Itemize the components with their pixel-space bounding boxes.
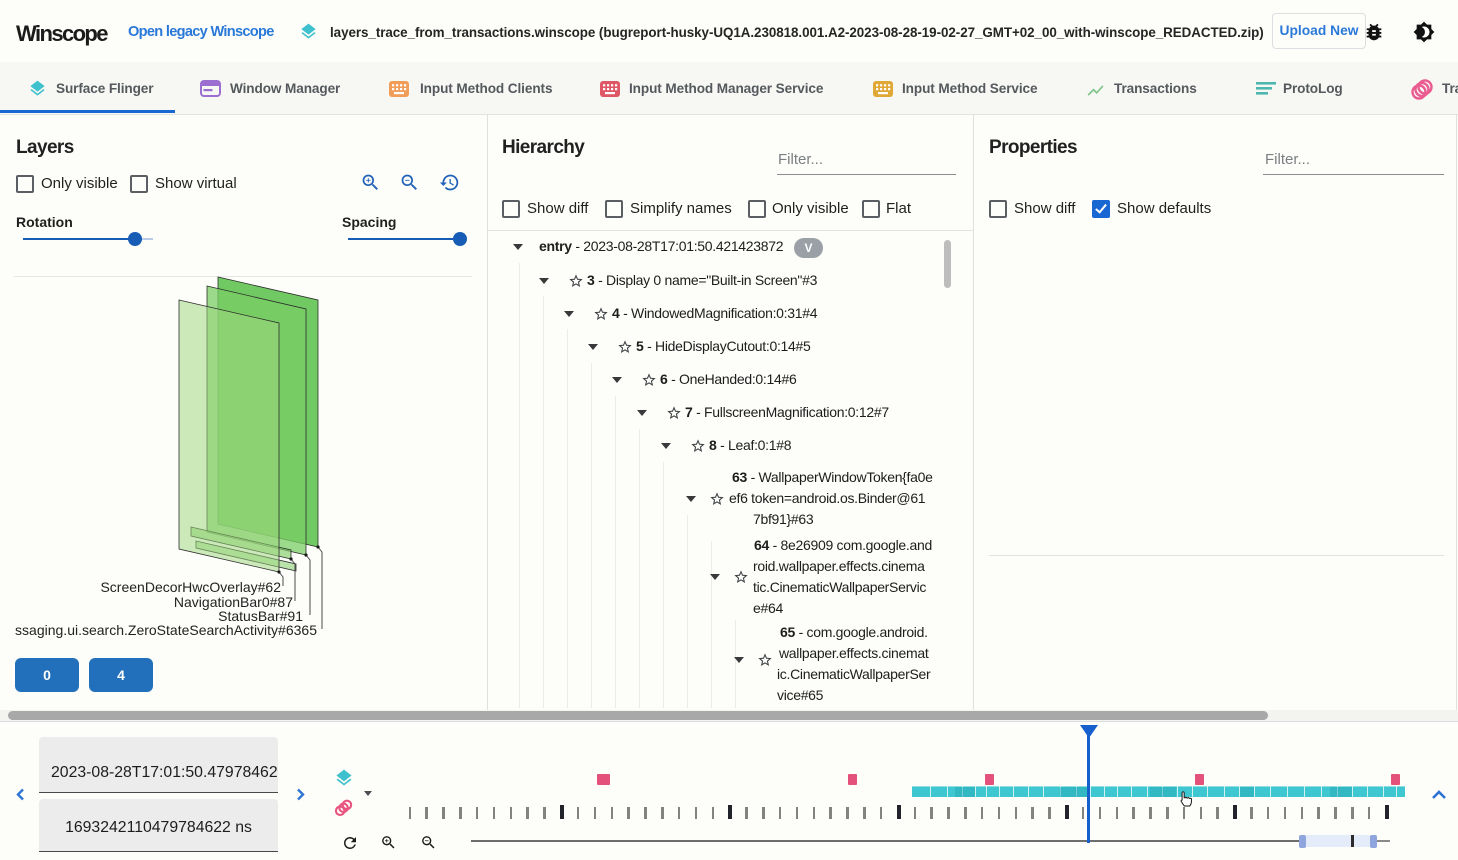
svg-text:ScreenDecorHwcOverlay#62: ScreenDecorHwcOverlay#62 (100, 579, 281, 595)
svg-text:NavigationBar0#87: NavigationBar0#87 (174, 594, 293, 610)
svg-text:ssaging.ui.search.ZeroStateSea: ssaging.ui.search.ZeroStateSearchActivit… (15, 622, 317, 638)
svg-text:StatusBar#91: StatusBar#91 (218, 608, 303, 624)
